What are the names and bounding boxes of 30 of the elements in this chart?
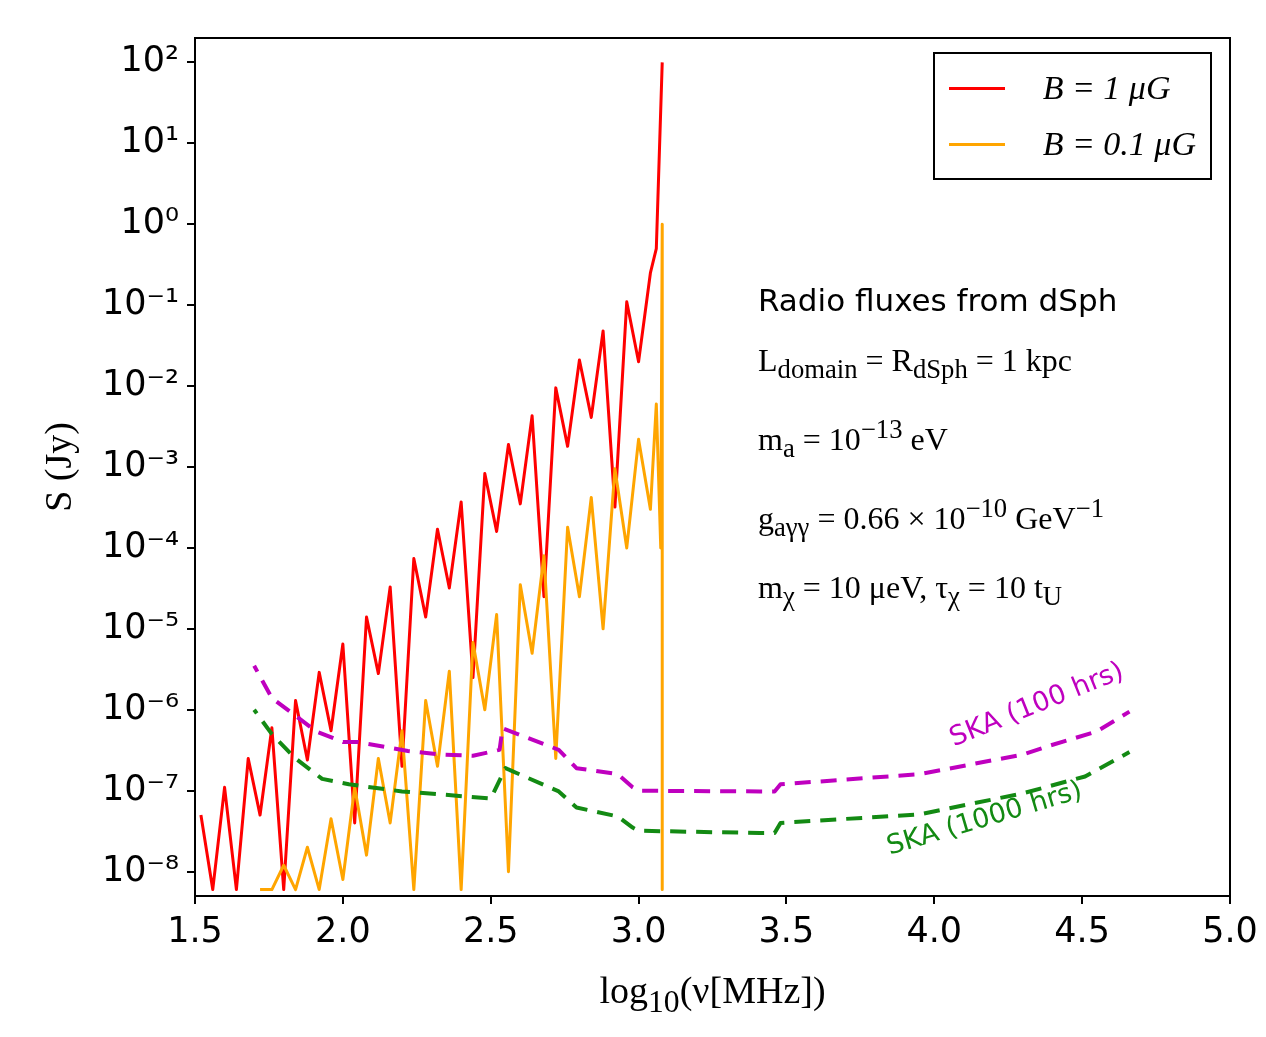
x-tick-label: 2.0 xyxy=(315,910,371,951)
text: SKA (1000 hrs) xyxy=(883,773,1086,861)
x-tick-label: 4.0 xyxy=(906,910,963,951)
annotation: L$_{domain}$ = R$_{dSph}$ = 1 kpc xyxy=(758,341,1073,387)
y-tick-label: 10⁻⁸ xyxy=(101,848,179,889)
y-axis-title: S (Jy) xyxy=(36,422,80,512)
y-tick-label: 10⁻¹ xyxy=(101,282,179,323)
text: SKA (100 hrs) xyxy=(944,654,1128,752)
legend-label: B = 1 μG xyxy=(1042,69,1171,107)
y-tick-label: 10⁻⁵ xyxy=(101,605,179,646)
x-tick-label: 2.5 xyxy=(462,910,519,951)
y-tick-label: 10⁰ xyxy=(120,201,179,242)
x-tick-label: 5.0 xyxy=(1202,910,1258,951)
x-tick-label: 4.5 xyxy=(1054,910,1110,951)
annotation: Radio fluxes from dSph xyxy=(758,281,1118,320)
y-tick-label: 10² xyxy=(120,39,179,80)
x-tick-label: 3.5 xyxy=(758,910,815,951)
annotation: g$_{aγγ}$ = 0.66 × 10$^{−10}$ GeV$^{−1}$ xyxy=(758,492,1105,545)
y-tick-label: 10⁻² xyxy=(101,363,179,404)
y-tick-label: 10⁻⁶ xyxy=(101,686,179,727)
annotation: m$_{χ}$ = 10 μeV, τ$_{χ}$ = 10 t$_{U}$ xyxy=(758,568,1064,614)
legend-label: B = 0.1 μG xyxy=(1042,125,1196,163)
x-tick-label: 1.5 xyxy=(167,910,223,951)
x-axis-title: log$_{10}$(ν[MHz]) xyxy=(598,968,827,1020)
y-tick-label: 10¹ xyxy=(120,120,179,161)
y-tick-label: 10⁻³ xyxy=(101,444,179,485)
annotation: m$_{a}$ = 10$^{−13}$ eV xyxy=(758,413,949,466)
x-tick-label: 3.0 xyxy=(610,910,667,951)
y-tick-label: 10⁻⁷ xyxy=(101,767,179,808)
y-tick-label: 10⁻⁴ xyxy=(101,525,179,566)
